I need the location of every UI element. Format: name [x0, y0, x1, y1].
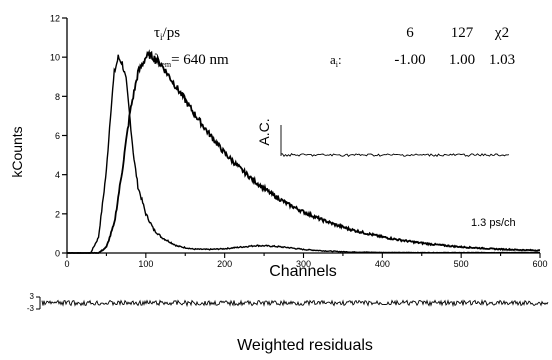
residuals-panel: 3 -3 Weighted residuals — [27, 292, 548, 354]
x-tick-label: 600 — [532, 259, 547, 269]
x-tick-label: 500 — [454, 259, 469, 269]
y-tick-label: 12 — [50, 14, 60, 24]
y-tick-label: 4 — [55, 170, 60, 180]
residuals-label: Weighted residuals — [237, 337, 373, 354]
x-axis-label: Channels — [269, 263, 337, 280]
series-group — [67, 52, 540, 253]
a-value-1: -1.00 — [394, 52, 425, 68]
y-tick-label: 6 — [55, 131, 60, 141]
y-tick-label: 2 — [55, 209, 60, 219]
series-2-line — [67, 52, 540, 253]
ac-label: A.C. — [256, 118, 272, 145]
parameter-table: τi/ps λem= 640 nm ai: 6 127 χ2 -1.00 1.0… — [154, 25, 515, 69]
x-tick-label: 200 — [217, 259, 232, 269]
a-value-2: 1.00 — [449, 52, 475, 68]
a-heading: ai: — [330, 52, 342, 69]
tau-value-2: 127 — [451, 25, 474, 41]
chi2-heading: χ2 — [494, 25, 509, 41]
y-axis-ticks: 0 2 4 6 8 10 12 — [50, 14, 67, 259]
residuals-trace — [42, 301, 548, 306]
y-tick-label: 8 — [55, 92, 60, 102]
x-tick-label: 400 — [375, 259, 390, 269]
y-tick-label: 10 — [50, 53, 60, 63]
tau-heading: τi/ps — [154, 25, 180, 42]
autocorrelation-trace — [281, 125, 509, 156]
tau-value-1: 6 — [406, 25, 414, 41]
y-tick-label: 0 — [55, 249, 60, 259]
x-tick-label: 0 — [64, 259, 69, 269]
x-tick-label: 100 — [138, 259, 153, 269]
residual-tick-label-bottom: -3 — [27, 304, 35, 313]
y-axis-label: kCounts — [9, 126, 25, 177]
residual-tick-label-top: 3 — [30, 292, 35, 301]
chi2-value: 1.03 — [489, 52, 515, 68]
lambda-heading: λem= 640 nm — [154, 52, 229, 69]
resolution-note: 1.3 ps/ch — [471, 217, 516, 229]
